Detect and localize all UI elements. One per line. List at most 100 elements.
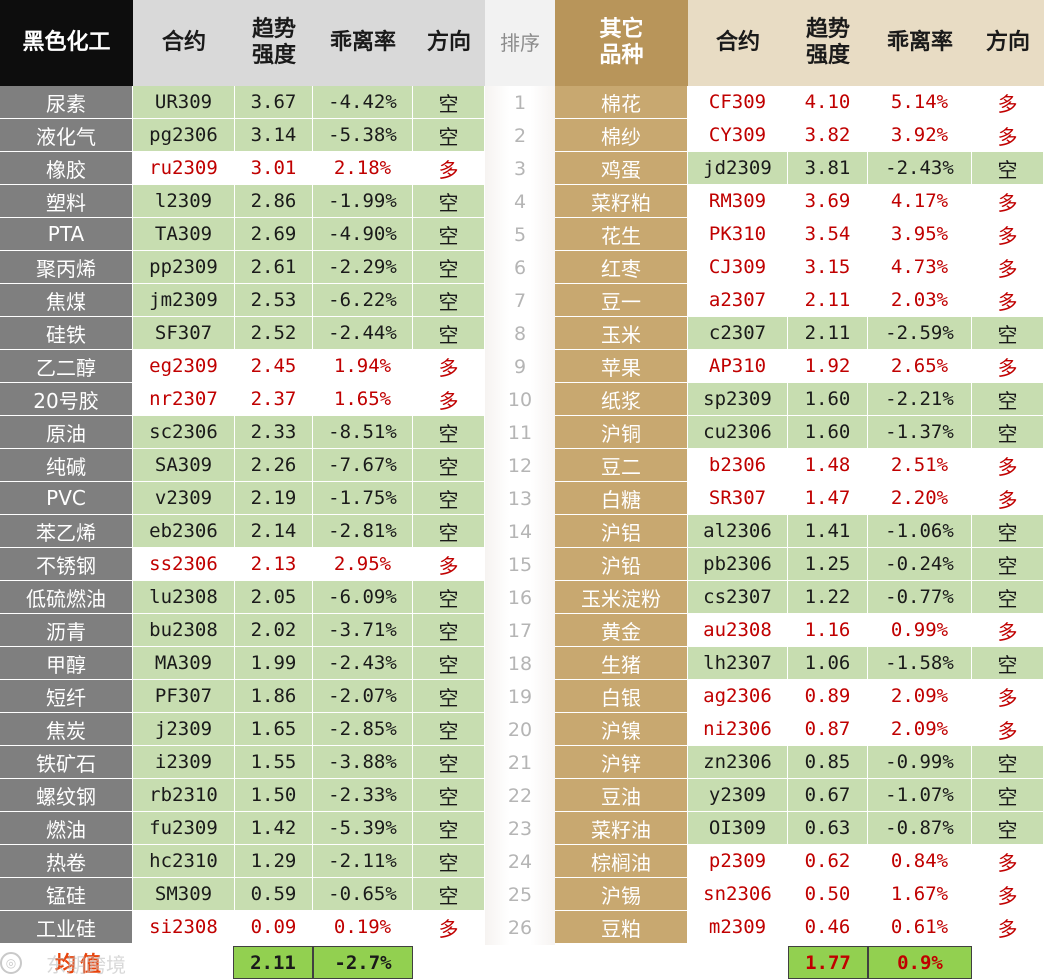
right-row-contract: zn2306 — [688, 746, 788, 779]
left-row-direction: 空 — [413, 416, 485, 449]
right-row-strength: 1.92 — [788, 350, 868, 383]
rank-number: 5 — [513, 223, 527, 246]
right-row-direction: 空 — [972, 812, 1044, 845]
left-row-strength: 1.55 — [235, 746, 313, 779]
right-row-name: 豆一 — [555, 284, 688, 317]
right-row-deviation: -0.99% — [868, 746, 972, 779]
left-row-contract: TA309 — [133, 218, 235, 251]
left-row-direction: 空 — [413, 713, 485, 746]
right-row-direction: 多 — [972, 614, 1044, 647]
rank-number: 9 — [513, 355, 527, 378]
rank-column-background — [485, 86, 555, 945]
left-row-contract: MA309 — [133, 647, 235, 680]
left-row-deviation: -7.67% — [313, 449, 413, 482]
left-row-name: 硅铁 — [0, 317, 133, 350]
right-row-deviation: -2.59% — [868, 317, 972, 350]
right-row-name: 沪镍 — [555, 713, 688, 746]
left-row-name: 苯乙烯 — [0, 515, 133, 548]
right-row-contract: a2307 — [688, 284, 788, 317]
left-row-deviation: -1.99% — [313, 185, 413, 218]
right-row-name: 鸡蛋 — [555, 152, 688, 185]
right-row-direction: 多 — [972, 911, 1044, 944]
left-row-deviation: -2.33% — [313, 779, 413, 812]
right-row-name: 苹果 — [555, 350, 688, 383]
left-row-direction: 空 — [413, 647, 485, 680]
right-row-contract: al2306 — [688, 515, 788, 548]
left-row-direction: 空 — [413, 515, 485, 548]
left-row-contract: jm2309 — [133, 284, 235, 317]
right-row-deviation: -2.43% — [868, 152, 972, 185]
right-row-contract: RM309 — [688, 185, 788, 218]
left-row-name: 甲醇 — [0, 647, 133, 680]
right-row-strength: 0.46 — [788, 911, 868, 944]
rank-header: 排序 — [485, 0, 555, 86]
right-row-name: 生猪 — [555, 647, 688, 680]
left-row-name: 螺纹钢 — [0, 779, 133, 812]
left-row-name: 20号胶 — [0, 383, 133, 416]
rank-number: 22 — [507, 784, 533, 807]
left-row-contract: j2309 — [133, 713, 235, 746]
left-row-strength: 2.53 — [235, 284, 313, 317]
right-row-strength: 1.48 — [788, 449, 868, 482]
right-row-deviation: 0.84% — [868, 845, 972, 878]
rank-number: 8 — [513, 322, 527, 345]
left-row-deviation: -3.71% — [313, 614, 413, 647]
right-direction-header: 方向 — [972, 0, 1044, 86]
right-row-direction: 多 — [972, 350, 1044, 383]
left-row-name: 短纤 — [0, 680, 133, 713]
right-row-deviation: 2.51% — [868, 449, 972, 482]
left-row-direction: 空 — [413, 86, 485, 119]
right-row-deviation: 2.65% — [868, 350, 972, 383]
left-row-name: 尿素 — [0, 86, 133, 119]
right-row-contract: ni2306 — [688, 713, 788, 746]
right-row-name: 花生 — [555, 218, 688, 251]
right-row-contract: p2309 — [688, 845, 788, 878]
left-row-deviation: -5.39% — [313, 812, 413, 845]
rank-number: 24 — [507, 850, 533, 873]
rank-number: 11 — [507, 421, 533, 444]
left-row-deviation: -6.09% — [313, 581, 413, 614]
right-sector-title: 其它 品种 — [555, 0, 688, 86]
right-row-contract: cu2306 — [688, 416, 788, 449]
right-row-direction: 多 — [972, 878, 1044, 911]
right-row-name: 玉米 — [555, 317, 688, 350]
right-row-contract: PK310 — [688, 218, 788, 251]
right-row-direction: 空 — [972, 152, 1044, 185]
right-row-contract: sp2309 — [688, 383, 788, 416]
left-row-strength: 0.09 — [235, 911, 313, 944]
left-row-strength: 1.42 — [235, 812, 313, 845]
right-row-name: 豆粕 — [555, 911, 688, 944]
right-row-name: 棉花 — [555, 86, 688, 119]
right-row-deviation: 2.20% — [868, 482, 972, 515]
right-row-strength: 1.47 — [788, 482, 868, 515]
left-row-deviation: -8.51% — [313, 416, 413, 449]
right-row-deviation: 1.67% — [868, 878, 972, 911]
left-row-contract: ss2306 — [133, 548, 235, 581]
watermark-text: 东期跨境 — [46, 952, 126, 977]
rank-number: 21 — [507, 751, 533, 774]
right-row-direction: 多 — [972, 845, 1044, 878]
watermark: ◎ 东期跨境 — [0, 948, 126, 978]
right-row-name: 菜籽油 — [555, 812, 688, 845]
right-row-direction: 多 — [972, 680, 1044, 713]
rank-number: 12 — [507, 454, 533, 477]
left-row-strength: 2.37 — [235, 383, 313, 416]
left-row-direction: 多 — [413, 911, 485, 944]
right-row-contract: SR307 — [688, 482, 788, 515]
rank-number: 25 — [507, 883, 533, 906]
right-row-strength: 0.89 — [788, 680, 868, 713]
right-row-deviation: -1.07% — [868, 779, 972, 812]
rank-number: 14 — [507, 520, 533, 543]
right-row-contract: m2309 — [688, 911, 788, 944]
rank-number: 3 — [513, 157, 527, 180]
left-row-contract: sc2306 — [133, 416, 235, 449]
left-row-strength: 1.99 — [235, 647, 313, 680]
left-row-strength: 3.14 — [235, 119, 313, 152]
left-contract-header: 合约 — [133, 0, 235, 86]
left-row-deviation: 2.95% — [313, 548, 413, 581]
left-row-name: 液化气 — [0, 119, 133, 152]
right-row-name: 白银 — [555, 680, 688, 713]
right-deviation-header: 乖离率 — [868, 0, 972, 86]
right-row-deviation: 3.95% — [868, 218, 972, 251]
